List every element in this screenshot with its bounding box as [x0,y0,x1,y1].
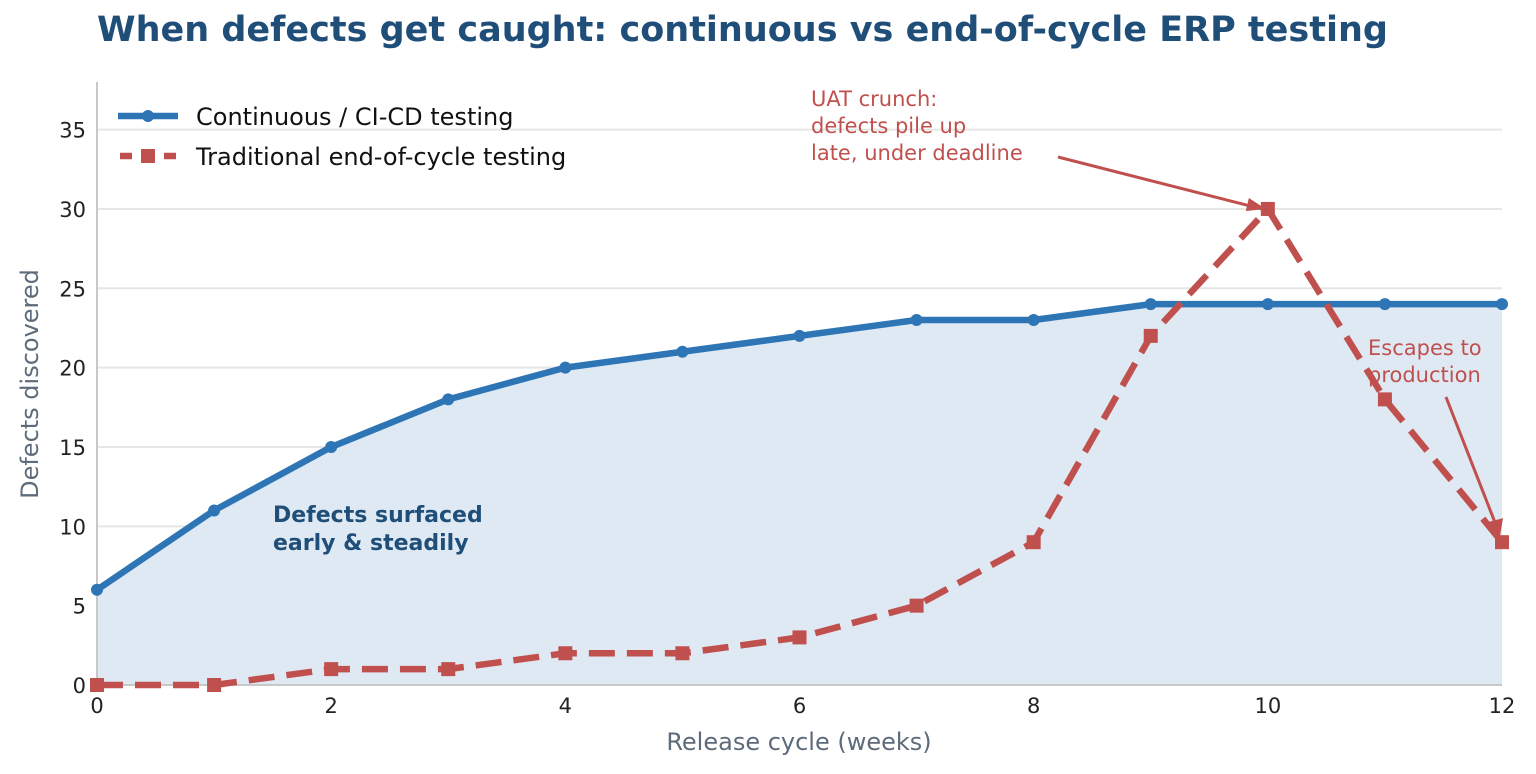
point-traditional [792,630,807,645]
x-tick-label: 12 [1489,694,1516,718]
point-traditional [909,598,924,613]
point-continuous [325,440,338,453]
annotation-line: late, under deadline [811,141,1023,165]
point-continuous [793,329,806,342]
point-traditional [1026,535,1041,550]
point-traditional [1143,328,1158,343]
y-tick-label: 35 [59,119,86,143]
point-traditional [207,678,222,692]
tick-labels: 0 2 4 6 8 10 12 0 5 10 15 20 25 30 35 [59,119,1515,718]
x-axis-label: Release cycle (weeks) [666,728,931,756]
arrowhead-escapes [1488,518,1503,537]
y-tick-label: 20 [59,357,86,381]
legend-label-traditional: Traditional end-of-cycle testing [195,143,566,171]
series-markers [90,201,1509,692]
annotation-early: Defects surfaced early & steadily [273,503,483,556]
y-axis-label: Defects discovered [16,269,44,499]
x-tick-label: 0 [90,694,103,718]
point-traditional [1260,201,1275,216]
x-tick-label: 4 [559,694,572,718]
point-traditional [90,678,104,692]
point-traditional [324,662,339,677]
point-continuous [910,314,923,327]
annotation-line: defects pile up [811,114,966,138]
point-continuous [91,583,103,596]
legend-marker-continuous [142,110,154,122]
y-tick-label: 25 [59,277,86,301]
point-continuous [1261,298,1274,311]
legend: Continuous / CI-CD testing Traditional en… [118,103,566,171]
point-continuous [208,504,221,517]
arrow-uat-crunch [1057,155,1263,211]
point-traditional [675,646,690,661]
point-continuous [442,393,455,406]
chart-title: When defects get caught: continuous vs e… [97,10,1388,50]
point-continuous [676,345,689,358]
annotations: UAT crunch: defects pile up late, under de… [273,87,1503,556]
y-tick-label: 15 [59,436,86,460]
point-traditional [1377,392,1392,407]
y-tick-label: 10 [59,515,86,539]
point-continuous [1144,298,1157,311]
annotation-line: Defects surfaced [273,503,483,528]
y-tick-label: 0 [73,674,86,698]
y-tick-label: 30 [59,198,86,222]
continuous-area-fill [97,304,1502,685]
x-tick-label: 8 [1027,694,1040,718]
x-tick-label: 2 [324,694,337,718]
point-traditional [441,662,456,677]
x-tick-label: 10 [1254,694,1281,718]
arrow-escapes [1444,396,1500,531]
point-continuous [1027,314,1040,327]
annotation-escapes: Escapes to production [1368,336,1482,387]
annotation-line: UAT crunch: [811,87,937,111]
legend-label-continuous: Continuous / CI-CD testing [196,103,513,131]
point-continuous [1378,298,1391,311]
arrowhead-uat-crunch [1245,197,1266,211]
y-tick-label: 5 [73,595,86,619]
annotation-line: Escapes to [1368,336,1482,360]
point-traditional [1495,535,1509,550]
point-continuous [559,361,572,374]
filled-area [97,304,1502,685]
annotation-line: production [1368,363,1481,387]
legend-marker-traditional [141,149,155,163]
x-tick-label: 6 [793,694,806,718]
annotation-uat-crunch: UAT crunch: defects pile up late, under de… [811,87,1023,165]
annotation-line: early & steadily [273,531,469,556]
point-traditional [558,646,573,661]
point-continuous [1496,298,1508,311]
